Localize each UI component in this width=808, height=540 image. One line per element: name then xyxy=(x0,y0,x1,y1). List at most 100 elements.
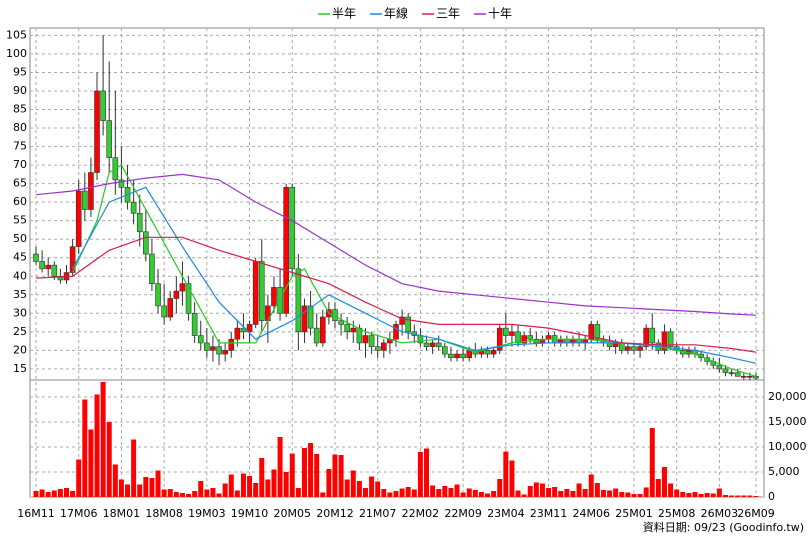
volume-bar xyxy=(588,474,594,497)
volume-bar xyxy=(631,494,637,497)
volume-bar xyxy=(472,490,478,497)
candle-body xyxy=(356,327,363,344)
candle-body xyxy=(338,320,344,325)
legend-label: 三年 xyxy=(436,7,460,21)
volume-bar xyxy=(375,481,381,497)
candle-body xyxy=(509,331,515,336)
volume-bar xyxy=(125,484,131,497)
candle-body xyxy=(39,261,45,270)
volume-bar xyxy=(539,483,545,497)
candle-body xyxy=(313,327,320,344)
legend-label: 半年 xyxy=(332,7,356,21)
candle-body xyxy=(747,375,753,378)
volume-bar xyxy=(179,493,185,497)
candle-body xyxy=(667,331,674,347)
candle-body xyxy=(350,327,357,333)
y-tick-label: 85 xyxy=(13,103,27,116)
volume-bar xyxy=(295,488,301,497)
x-tick-label: 17M06 xyxy=(60,507,98,520)
volume-bar xyxy=(100,382,106,497)
volume-bar xyxy=(228,474,234,497)
candle-body xyxy=(368,335,375,347)
candle-body xyxy=(515,331,521,344)
volume-bar xyxy=(424,448,430,497)
volume-bar xyxy=(710,493,716,497)
candle-body xyxy=(179,283,186,292)
candle-body xyxy=(442,346,448,355)
volume-bar xyxy=(186,494,192,497)
y-tick-label: 50 xyxy=(13,232,27,245)
volume-bar xyxy=(308,443,314,497)
candle-body xyxy=(344,324,350,333)
volume-bar xyxy=(240,473,246,497)
candle-body xyxy=(82,190,88,210)
candle-body xyxy=(362,335,369,344)
volume-bar xyxy=(356,481,362,497)
volume-bar xyxy=(198,481,204,497)
volume-bar xyxy=(106,422,112,497)
volume-bar xyxy=(753,496,759,497)
candle-body xyxy=(258,261,265,322)
volume-bar xyxy=(131,439,137,497)
candle-body xyxy=(100,90,106,121)
volume-bar xyxy=(674,489,680,497)
volume-bar xyxy=(491,491,497,497)
x-tick-label: 25M08 xyxy=(658,507,696,520)
volume-bar xyxy=(118,479,124,497)
volume-bar xyxy=(204,489,210,497)
volume-bar xyxy=(369,476,375,497)
volume-bar xyxy=(271,469,277,497)
x-tick-label: 26M03 xyxy=(701,507,739,520)
volume-bar xyxy=(417,452,423,497)
volume-bar xyxy=(478,492,484,497)
candle-body xyxy=(631,346,637,351)
candle-body xyxy=(51,264,58,277)
candle-body xyxy=(521,335,527,344)
candle-body xyxy=(460,353,466,359)
volume-bar xyxy=(692,492,698,497)
volume-bar xyxy=(637,494,643,497)
y-tick-label: 45 xyxy=(13,251,27,264)
volume-bar xyxy=(76,459,82,497)
candle-body xyxy=(191,313,198,336)
volume-bar xyxy=(600,490,606,497)
volume-bar xyxy=(436,489,442,497)
y-tick-label: 40 xyxy=(13,269,27,282)
volume-bar xyxy=(259,458,265,497)
volume-bar xyxy=(289,453,295,497)
candle-body xyxy=(94,90,100,173)
candle-body xyxy=(393,324,399,340)
x-tick-label: 24M06 xyxy=(573,507,611,520)
candle-body xyxy=(503,327,509,336)
candle-body xyxy=(319,316,326,344)
volume-bar xyxy=(283,472,289,497)
volume-bar xyxy=(747,495,753,497)
y-tick-label: 20 xyxy=(13,343,27,356)
volume-bar xyxy=(265,479,271,497)
volume-bar xyxy=(668,483,674,497)
candle-body xyxy=(277,287,283,314)
candle-body xyxy=(374,346,381,351)
y-tick-label: 100 xyxy=(6,47,27,60)
candle-body xyxy=(307,305,314,329)
candle-body xyxy=(69,246,76,273)
ma-line xyxy=(35,236,757,353)
candle-body xyxy=(197,335,204,344)
candle-body xyxy=(295,268,302,333)
volume-bar xyxy=(680,492,686,497)
candle-body xyxy=(88,172,94,210)
volume-bar xyxy=(70,491,76,497)
candle-body xyxy=(643,327,649,347)
candle-body xyxy=(740,375,747,378)
volume-bar xyxy=(613,488,619,497)
candle-body xyxy=(173,290,180,299)
candle-body xyxy=(734,372,741,377)
volume-bar xyxy=(405,487,411,497)
volume-bar xyxy=(381,489,387,497)
candle-body xyxy=(728,372,735,374)
candle-body xyxy=(490,350,497,355)
volume-bar xyxy=(430,485,436,497)
candle-body xyxy=(204,342,210,351)
volume-bar xyxy=(137,484,143,497)
